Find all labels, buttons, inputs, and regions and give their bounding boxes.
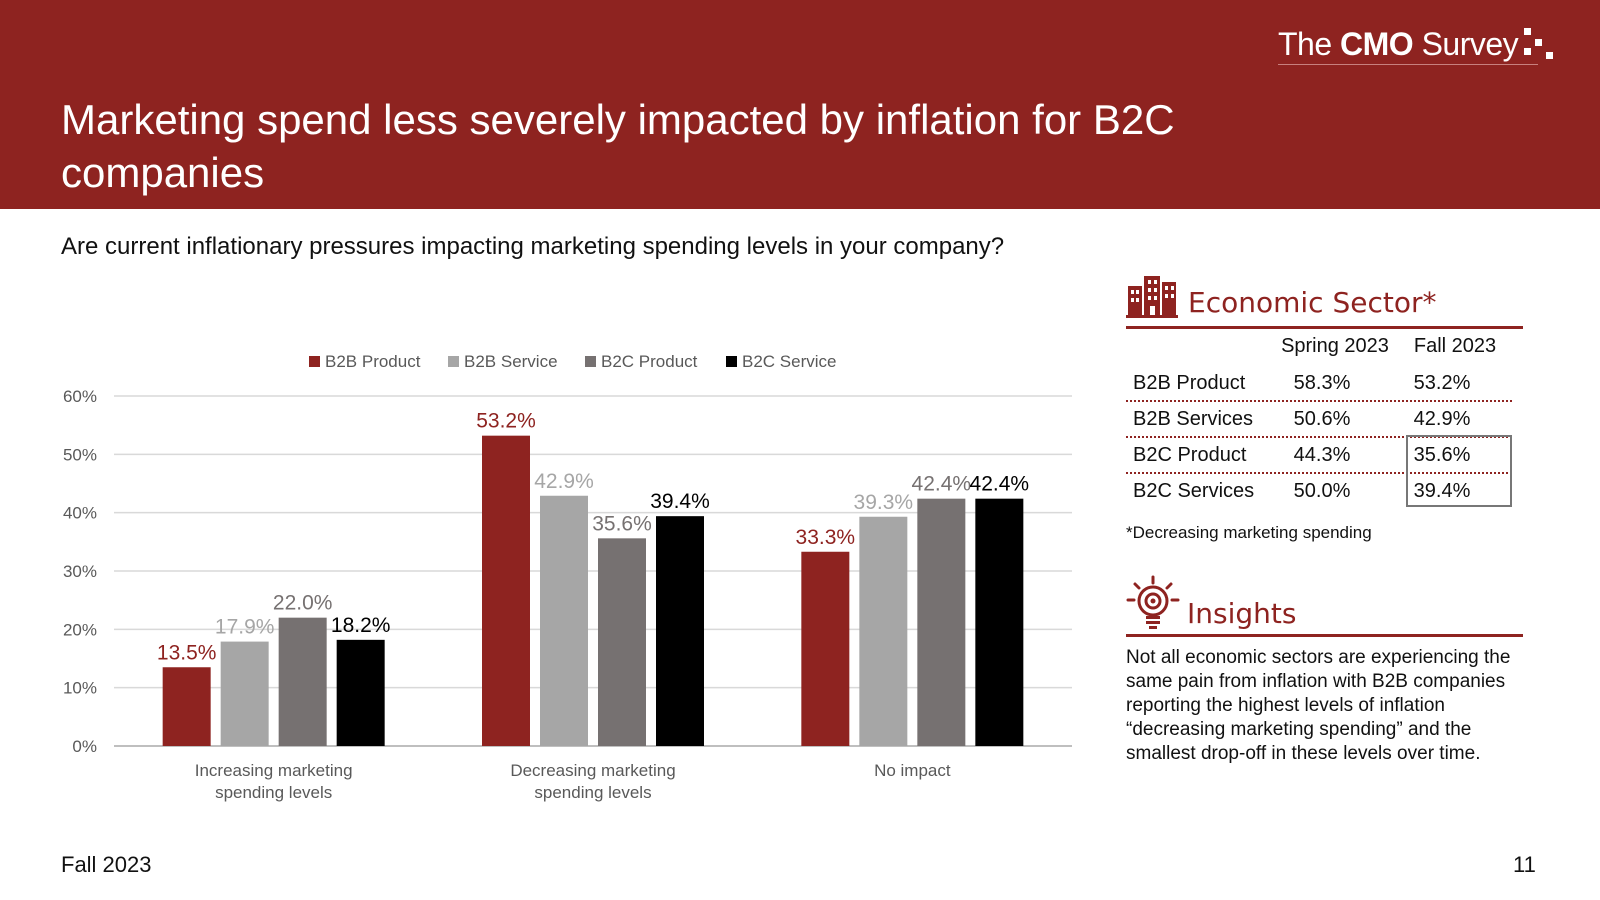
bar <box>598 538 646 746</box>
sector-footnote: *Decreasing marketing spending <box>1126 523 1372 542</box>
header-banner: The CMO Survey Marketing spend less seve… <box>0 0 1600 209</box>
fall-value: 35.6% <box>1413 444 1471 466</box>
x-category-label: Decreasing marketing <box>510 761 675 780</box>
legend-label: B2B Product <box>325 352 421 371</box>
economic-sector-header: Economic Sector* <box>1126 272 1523 330</box>
economic-sector-title: Economic Sector* <box>1188 286 1437 319</box>
x-category-label: spending levels <box>215 783 332 802</box>
legend-label: B2C Service <box>742 352 836 371</box>
col-header-fall: Fall 2023 <box>1413 335 1497 357</box>
table-row: B2C Product 44.3% 35.6% <box>1126 438 1512 474</box>
bar <box>859 516 908 746</box>
bar <box>220 641 269 746</box>
cmo-survey-logo: The CMO Survey <box>1278 26 1519 62</box>
spring-value: 50.0% <box>1293 480 1351 502</box>
sector-rule <box>1126 326 1523 329</box>
bar <box>801 551 850 746</box>
data-label: 53.2% <box>476 410 536 433</box>
data-label: 33.3% <box>796 526 856 549</box>
insights-title: Insights <box>1187 597 1297 630</box>
logo-squares-icon <box>1524 28 1564 64</box>
bar <box>540 495 588 746</box>
row-label: B2B Product <box>1133 372 1246 394</box>
x-category-label: No impact <box>874 761 951 780</box>
bar <box>917 498 966 746</box>
insights-text: Not all economic sectors are experiencin… <box>1126 647 1511 764</box>
bar <box>162 667 211 746</box>
fall-value: 39.4% <box>1413 480 1471 502</box>
buildings-icon <box>1126 276 1178 318</box>
row-label: B2C Services <box>1133 480 1255 502</box>
data-label: 35.6% <box>592 512 652 535</box>
y-tick-label: 0% <box>72 737 97 756</box>
col-header-spring: Spring 2023 <box>1281 335 1389 357</box>
footer-season: Fall 2023 <box>61 852 152 877</box>
page-number: 11 <box>1513 852 1536 877</box>
logo-underline <box>1278 64 1538 65</box>
legend-swatch <box>309 356 320 367</box>
b2c-fall-highlight-box <box>1406 435 1512 507</box>
legend-label: B2C Product <box>601 352 698 371</box>
y-tick-label: 60% <box>63 387 97 406</box>
spring-value: 58.3% <box>1293 372 1351 394</box>
data-label: 39.4% <box>650 490 710 513</box>
insights-rule <box>1126 634 1523 637</box>
table-row: B2B Product 58.3% 53.2% <box>1126 366 1512 402</box>
table-row: B2B Services 50.6% 42.9% <box>1126 402 1512 438</box>
fall-value: 42.9% <box>1413 408 1471 430</box>
row-divider <box>1126 436 1512 438</box>
legend-label: B2B Service <box>464 352 558 371</box>
legend-swatch <box>726 356 737 367</box>
data-label: 42.9% <box>534 470 594 493</box>
survey-question: Are current inflationary pressures impac… <box>61 233 1005 260</box>
bar <box>336 639 385 746</box>
inflation-impact-bar-chart: 0% 10% 20% 30% 40% 50% 60% B2B Product B2B Servi… <box>63 352 1072 802</box>
lightbulb-gear-icon <box>1126 575 1180 629</box>
legend-swatch <box>448 356 459 367</box>
data-label: 22.0% <box>273 592 333 615</box>
row-divider <box>1126 472 1512 474</box>
data-label: 42.4% <box>970 473 1030 496</box>
y-tick-label: 20% <box>63 620 97 639</box>
y-tick-label: 40% <box>63 504 97 523</box>
legend-swatch <box>585 356 596 367</box>
table-row: B2C Services 50.0% 39.4% <box>1126 474 1512 510</box>
bar <box>278 617 327 746</box>
x-category-label: spending levels <box>534 783 651 802</box>
y-tick-label: 30% <box>63 562 97 581</box>
y-tick-label: 50% <box>63 445 97 464</box>
fall-value: 53.2% <box>1413 372 1471 394</box>
row-label: B2C Product <box>1133 444 1247 466</box>
bar <box>482 435 530 746</box>
x-category-label: Increasing marketing <box>195 761 353 780</box>
y-tick-label: 10% <box>63 679 97 698</box>
spring-value: 50.6% <box>1293 408 1351 430</box>
data-label: 18.2% <box>331 614 391 637</box>
bar <box>656 516 704 746</box>
row-divider <box>1126 400 1512 402</box>
bar <box>975 498 1024 746</box>
data-label: 13.5% <box>157 641 217 664</box>
page-title: Marketing spend less severely impacted b… <box>61 96 1175 196</box>
data-label: 42.4% <box>912 473 972 496</box>
spring-value: 44.3% <box>1293 444 1351 466</box>
data-label: 39.3% <box>854 491 914 514</box>
data-label: 17.9% <box>215 616 275 639</box>
row-label: B2B Services <box>1133 408 1254 430</box>
